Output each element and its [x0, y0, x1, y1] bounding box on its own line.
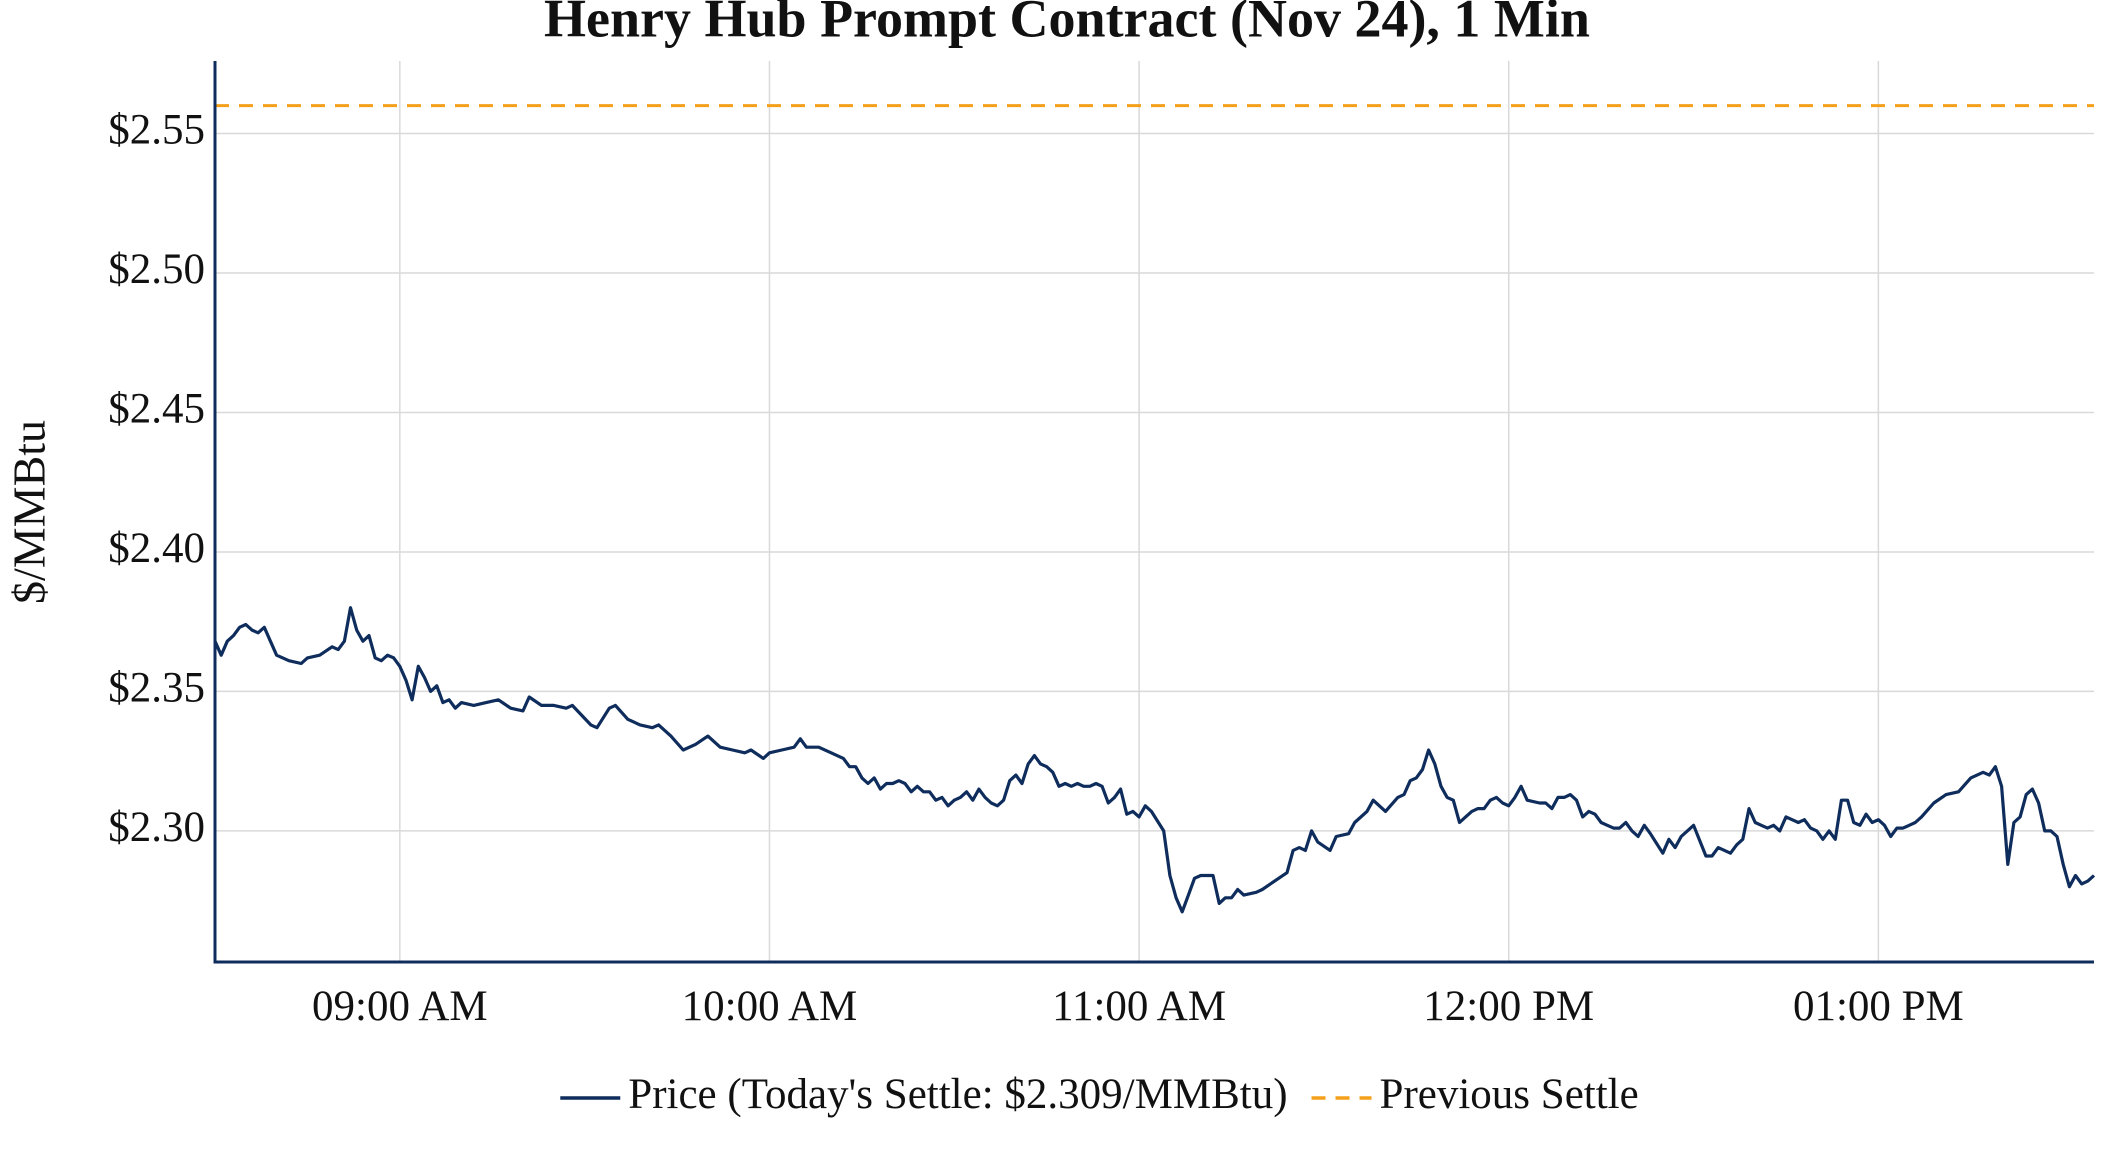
y-tick-label: $2.35 [108, 664, 205, 711]
y-tick-label: $2.45 [108, 385, 205, 432]
x-tick-label: 11:00 AM [1052, 983, 1226, 1030]
y-tick-label: $2.55 [108, 106, 205, 153]
y-tick-label: $2.30 [108, 804, 205, 851]
y-tick-label: $2.50 [108, 246, 205, 293]
x-tick-label: 12:00 PM [1423, 983, 1594, 1030]
y-axis-label: $/MMBtu [4, 420, 55, 604]
y-tick-label: $2.40 [108, 525, 205, 572]
price-line [213, 606, 2096, 914]
legend-label: Price (Today's Settle: $2.309/MMBtu) [628, 1071, 1287, 1118]
legend: Price (Today's Settle: $2.309/MMBtu) Prev… [560, 1071, 1639, 1118]
x-tick-label: 09:00 AM [312, 983, 488, 1030]
x-tick-label: 01:00 PM [1793, 983, 1964, 1030]
x-tick-label: 10:00 AM [682, 983, 858, 1030]
chart-title: Henry Hub Prompt Contract (Nov 24), 1 Mi… [544, 0, 1590, 48]
legend-label: Previous Settle [1380, 1071, 1639, 1118]
